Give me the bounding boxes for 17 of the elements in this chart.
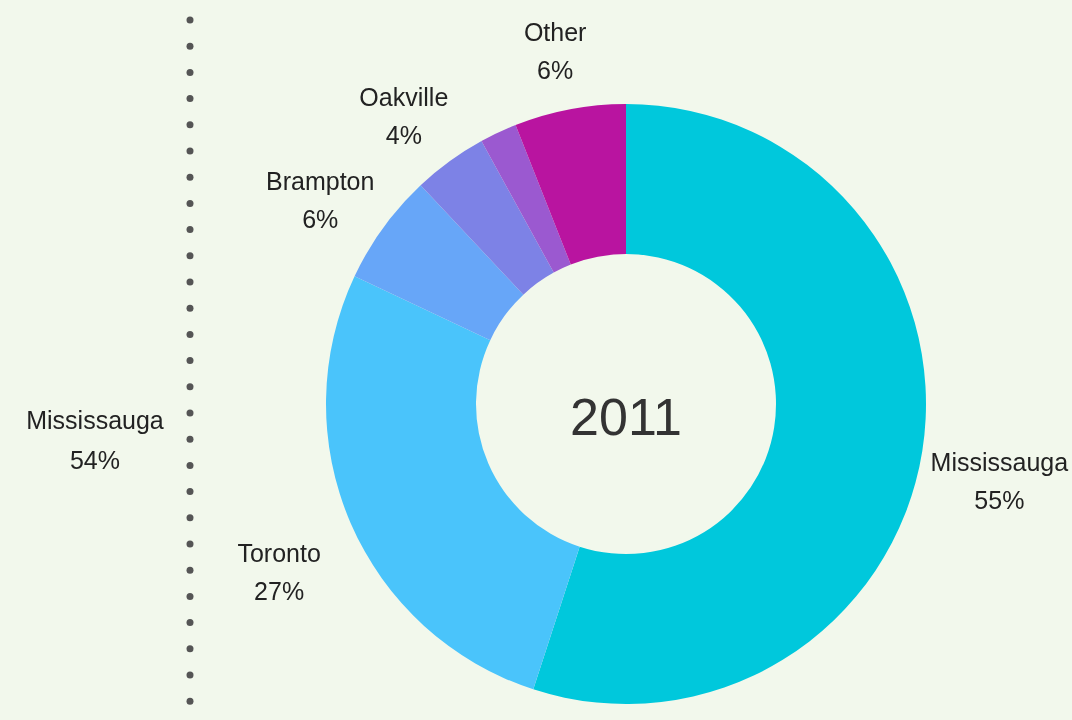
donut-slice (533, 104, 926, 704)
text: 2011 (570, 388, 682, 446)
slice-label: Toronto (237, 539, 321, 568)
data-label: 6% (302, 204, 339, 233)
text: Mississauga (25, 405, 165, 436)
slice-label: Brampton (266, 166, 375, 195)
data-label: 27% (254, 577, 305, 606)
slice-label: Mississauga (930, 448, 1069, 477)
data-label: 6% (537, 55, 574, 84)
donut-slice (515, 104, 626, 265)
data-label: 55% (974, 486, 1025, 515)
slice-label: Oakville (359, 83, 449, 112)
slice-label: Other (523, 17, 587, 46)
text: 54% (68, 445, 121, 476)
donut-slice (481, 125, 571, 273)
donut-slice (420, 141, 554, 295)
data-label: 4% (385, 121, 422, 150)
